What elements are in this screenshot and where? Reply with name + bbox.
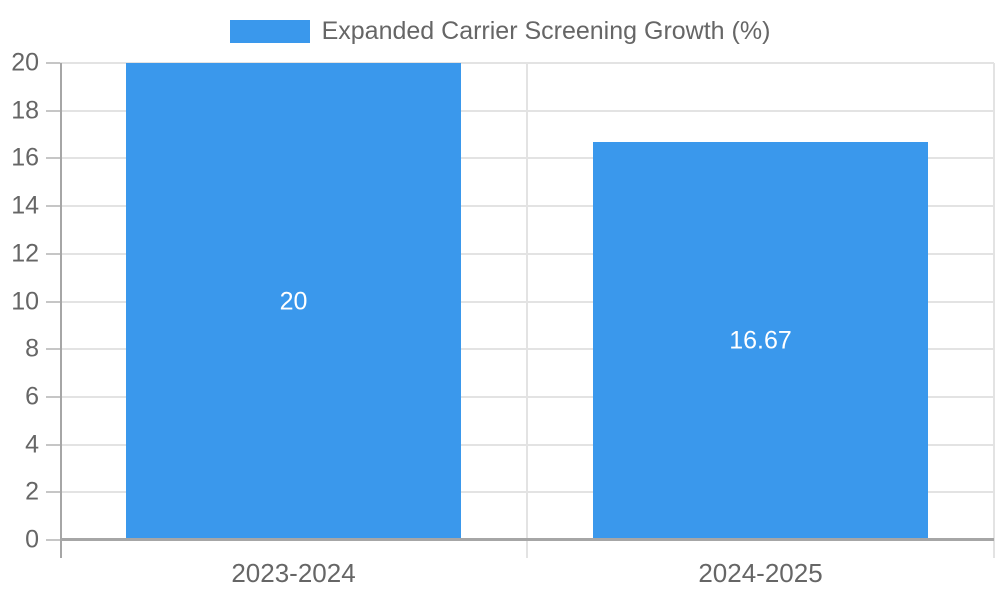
y-axis-tick — [46, 252, 60, 255]
y-axis-tick-label: 4 — [25, 430, 39, 459]
y-axis-tick — [46, 348, 60, 351]
split-line — [993, 63, 995, 558]
y-axis-tick-label: 16 — [11, 143, 39, 172]
legend-label: Expanded Carrier Screening Growth (%) — [321, 17, 771, 45]
y-axis-tick-label: 8 — [25, 334, 39, 363]
y-axis-tick-label: 14 — [11, 191, 39, 220]
x-axis-tick-label: 2023-2024 — [231, 558, 356, 588]
y-axis-tick — [46, 395, 60, 398]
plot-area: 0 2 4 6 8 10 12 14 16 18 20 20 2023-2024 16.67 2024-20… — [11, 50, 995, 586]
y-axis-tick — [46, 300, 60, 303]
y-axis-tick-label: 20 — [11, 48, 39, 77]
x-axis-line — [60, 538, 994, 541]
legend: Expanded Carrier Screening Growth (%) — [0, 19, 1000, 44]
legend-item[interactable]: Expanded Carrier Screening Growth (%) — [229, 17, 771, 45]
y-axis-tick — [46, 157, 60, 160]
y-axis-tick-label: 12 — [11, 239, 39, 268]
y-axis-tick — [46, 443, 60, 446]
legend-swatch — [229, 20, 310, 43]
y-axis-line — [60, 63, 62, 558]
y-axis-tick-label: 18 — [11, 96, 39, 125]
y-axis-tick — [46, 491, 60, 494]
split-line — [526, 63, 528, 558]
bar[interactable] — [126, 63, 461, 540]
y-axis-tick — [46, 539, 60, 541]
y-axis-tick — [46, 109, 60, 112]
y-axis-tick — [46, 62, 60, 64]
bar-value-label: 16.67 — [729, 326, 792, 355]
y-axis-tick-label: 10 — [11, 287, 39, 315]
y-axis-tick — [46, 205, 60, 208]
y-axis-tick-label: 6 — [25, 382, 39, 411]
bar[interactable] — [593, 142, 928, 540]
y-axis-tick-label: 2 — [25, 477, 39, 506]
bar-value-label: 20 — [279, 287, 308, 315]
y-axis-tick-label: 0 — [25, 525, 39, 554]
x-axis-tick-label: 2024-2025 — [698, 558, 823, 588]
